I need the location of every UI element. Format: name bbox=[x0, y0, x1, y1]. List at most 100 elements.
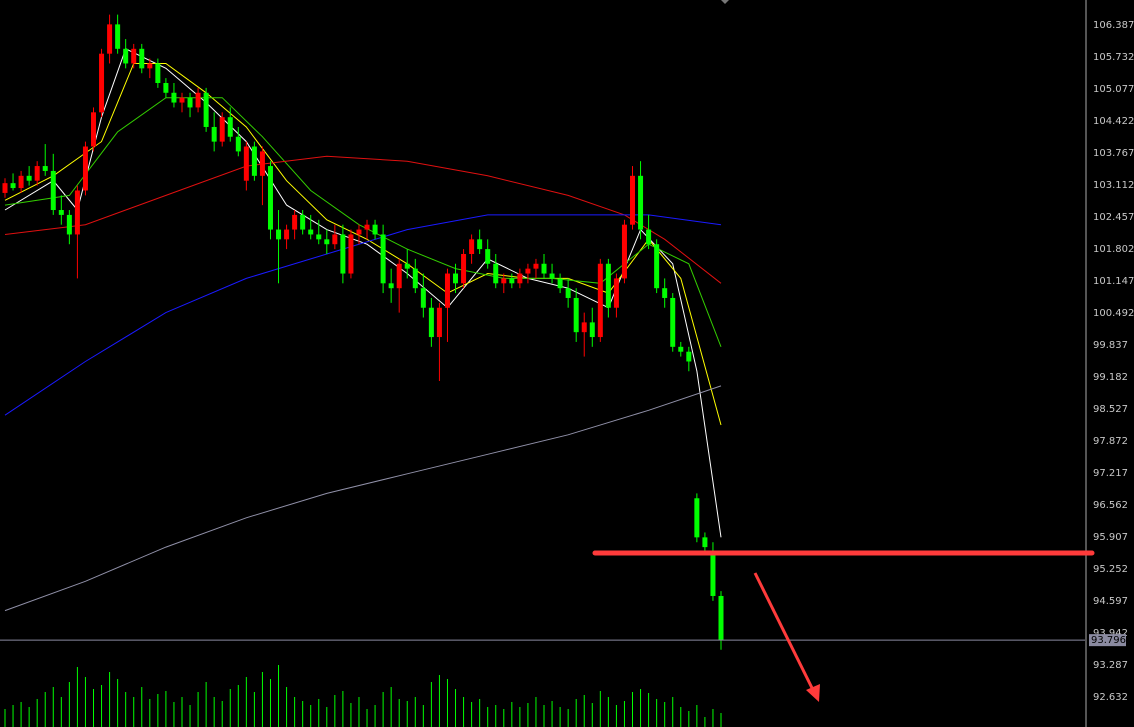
candle-body bbox=[203, 92, 209, 127]
candle-body bbox=[107, 24, 113, 54]
candle-body bbox=[710, 552, 716, 596]
candle-body bbox=[82, 146, 88, 191]
candle-body bbox=[573, 297, 579, 333]
candle-body bbox=[420, 288, 426, 308]
candle-body bbox=[163, 83, 169, 93]
y-tick-label: 105.077 bbox=[1093, 84, 1134, 95]
candle-body bbox=[678, 346, 684, 352]
candle-body bbox=[74, 190, 80, 235]
candle-body bbox=[66, 214, 72, 235]
candle-body bbox=[372, 224, 378, 235]
candle-body bbox=[187, 97, 193, 108]
y-tick-label: 92.632 bbox=[1093, 692, 1128, 703]
candle-body bbox=[90, 112, 96, 147]
candle-body bbox=[694, 498, 700, 538]
arrow-shaft bbox=[753, 572, 816, 693]
candle-body bbox=[670, 297, 676, 347]
candle-body bbox=[324, 239, 330, 245]
y-tick-label: 97.217 bbox=[1093, 468, 1128, 479]
moving-average bbox=[4, 214, 722, 416]
candle-body bbox=[179, 97, 185, 103]
y-tick-label: 101.147 bbox=[1093, 276, 1134, 287]
candle-body bbox=[662, 288, 668, 298]
trend-arrow bbox=[753, 572, 820, 702]
y-tick-label: 106.387 bbox=[1093, 20, 1134, 31]
candle-body bbox=[292, 214, 298, 230]
candle-body bbox=[525, 268, 531, 274]
vol-layer bbox=[4, 665, 722, 727]
level-layer bbox=[0, 550, 1095, 641]
candle-body bbox=[404, 263, 410, 269]
candle-body bbox=[493, 263, 499, 284]
y-tick-label: 103.112 bbox=[1093, 180, 1134, 191]
candle-body bbox=[2, 183, 8, 193]
candle-body bbox=[332, 234, 338, 245]
candle-body bbox=[316, 234, 322, 240]
y-tick-label: 93.942 bbox=[1093, 628, 1128, 639]
scroll-marker bbox=[721, 0, 729, 4]
candle-body bbox=[267, 166, 273, 230]
candle-body bbox=[630, 175, 636, 225]
y-tick-label: 93.287 bbox=[1093, 660, 1128, 671]
candle-body bbox=[453, 273, 459, 284]
candle-body bbox=[646, 229, 652, 245]
candle-body bbox=[227, 117, 233, 137]
candle-body bbox=[565, 288, 571, 298]
candle-body bbox=[509, 278, 515, 284]
candle-body bbox=[380, 234, 386, 284]
candle-body bbox=[501, 278, 507, 284]
candle-body bbox=[718, 595, 724, 640]
candle-body bbox=[115, 24, 121, 49]
candle-body bbox=[541, 263, 547, 274]
candle-body bbox=[638, 175, 644, 230]
candle-body bbox=[251, 146, 257, 176]
moving-average bbox=[4, 155, 722, 284]
y-tick-label: 99.182 bbox=[1093, 372, 1128, 383]
candles-layer bbox=[2, 14, 724, 650]
candle-body bbox=[702, 537, 708, 548]
candle-body bbox=[235, 136, 241, 152]
candle-body bbox=[259, 151, 265, 176]
candle-body bbox=[171, 92, 177, 103]
y-tick-label: 95.907 bbox=[1093, 532, 1128, 543]
y-tick-label: 102.457 bbox=[1093, 212, 1134, 223]
candle-body bbox=[58, 210, 64, 215]
candle-body bbox=[396, 263, 402, 289]
y-tick-label: 99.837 bbox=[1093, 340, 1128, 351]
candle-body bbox=[557, 278, 563, 289]
y-tick-label: 105.732 bbox=[1093, 52, 1134, 63]
y-tick-label: 97.872 bbox=[1093, 436, 1128, 447]
candle-body bbox=[195, 92, 201, 108]
candle-body bbox=[589, 322, 595, 338]
y-tick-label: 100.492 bbox=[1093, 308, 1134, 319]
current-price-label: 93.796 bbox=[1091, 635, 1126, 646]
candle-body bbox=[621, 224, 627, 279]
candle-body bbox=[533, 263, 539, 269]
candle-body bbox=[211, 126, 217, 142]
candle-body bbox=[348, 234, 354, 274]
candle-body bbox=[469, 239, 475, 254]
current-price-tag bbox=[1089, 634, 1126, 647]
y-tick-label: 95.252 bbox=[1093, 564, 1128, 575]
candle-body bbox=[123, 48, 129, 64]
candle-body bbox=[340, 234, 346, 274]
candle-body bbox=[428, 307, 434, 338]
candle-body bbox=[308, 229, 314, 235]
candle-body bbox=[436, 307, 442, 338]
candle-body bbox=[654, 244, 660, 289]
y-tick-label: 101.802 bbox=[1093, 244, 1134, 255]
candle-body bbox=[444, 273, 450, 308]
candle-body bbox=[477, 239, 483, 250]
candle-body bbox=[243, 146, 249, 181]
candle-body bbox=[50, 170, 56, 211]
candle-body bbox=[42, 166, 48, 171]
candle-body bbox=[284, 229, 290, 240]
candle-body bbox=[131, 48, 137, 64]
candle-body bbox=[219, 117, 225, 142]
candle-body bbox=[10, 183, 16, 189]
candle-body bbox=[597, 263, 603, 338]
candle-body bbox=[99, 53, 105, 113]
candle-body bbox=[388, 283, 394, 289]
candle-body bbox=[485, 249, 491, 264]
